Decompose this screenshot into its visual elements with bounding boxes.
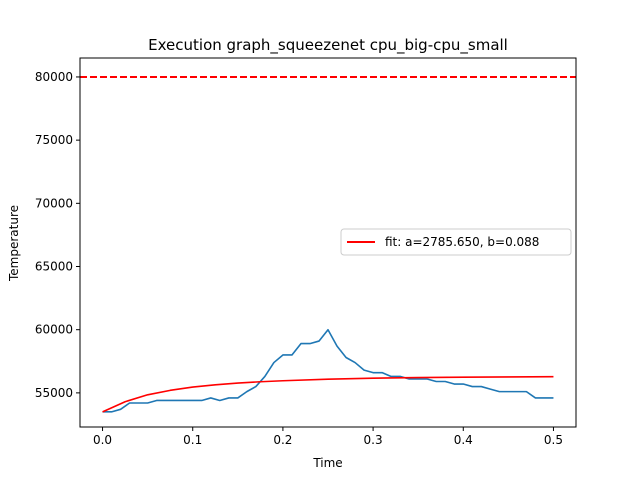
y-tick-label: 80000 (35, 70, 73, 84)
series-line-1 (102, 375, 554, 413)
y-tick-label: 75000 (35, 133, 73, 147)
chart-title: Execution graph_squeezenet cpu_big-cpu_s… (148, 36, 508, 55)
y-tick-label: 70000 (35, 196, 73, 210)
y-tick-label: 55000 (35, 386, 73, 400)
series-line-0 (102, 328, 554, 413)
x-axis-label: Time (312, 456, 342, 470)
x-tick-label: 0.1 (183, 433, 202, 447)
y-tick-label: 60000 (35, 323, 73, 337)
y-tick-label: 65000 (35, 260, 73, 274)
y-axis-label: Temperature (7, 205, 21, 282)
x-tick-label: 0.2 (273, 433, 292, 447)
plot-frame (79, 57, 577, 428)
legend-label: fit: a=2785.650, b=0.088 (385, 235, 539, 249)
x-tick-label: 0.5 (544, 433, 563, 447)
x-tick-label: 0.3 (364, 433, 383, 447)
legend: fit: a=2785.650, b=0.088 (340, 228, 572, 256)
x-tick-label: 0.0 (93, 433, 112, 447)
x-tick-label: 0.4 (454, 433, 473, 447)
legend-box (340, 228, 572, 256)
